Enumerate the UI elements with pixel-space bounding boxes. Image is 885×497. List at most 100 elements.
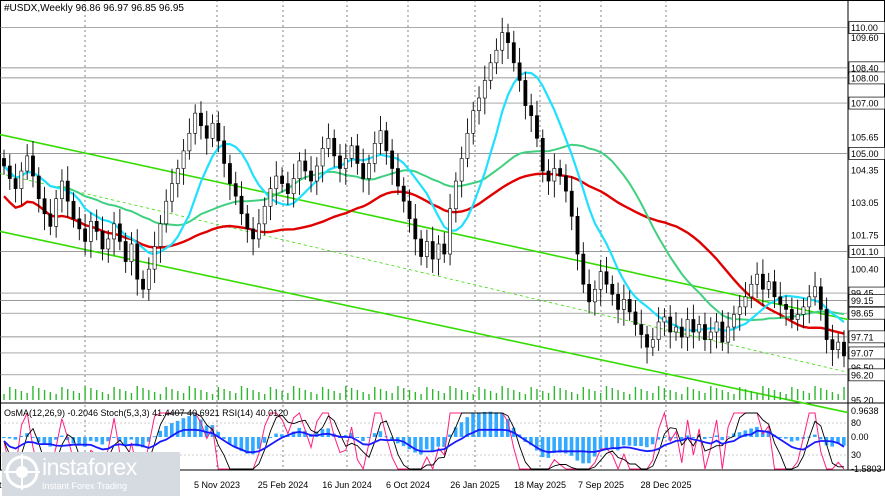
osma-bar: [175, 420, 180, 437]
price-bar: [714, 313, 719, 349]
price-bar: [314, 157, 319, 195]
bar-body: [7, 165, 12, 179]
price-level-label: 101.75: [851, 231, 879, 241]
price-bar: [31, 141, 35, 188]
price-level-label: 110.00: [848, 21, 885, 34]
price-bar: [795, 299, 800, 331]
time-tick-label: 6 Oct 2024: [386, 480, 430, 490]
chart-title: #USDX,Weekly 96.86 96.97 96.85 96.95: [4, 3, 184, 14]
bar-body: [25, 155, 30, 172]
osma-bar: [164, 426, 168, 437]
price-bar: [175, 159, 180, 198]
osma-bar: [59, 435, 64, 437]
price-label-box: [848, 147, 885, 160]
bar-body: [204, 125, 209, 139]
osma-bar: [117, 437, 122, 442]
price-bar: [25, 144, 30, 180]
osma-bar: [326, 428, 331, 437]
bar-body: [210, 122, 215, 139]
price-bar: [256, 209, 261, 248]
bar-body: [280, 175, 284, 184]
price-bar: [372, 131, 377, 173]
bar-body: [604, 271, 609, 285]
bar-body: [592, 288, 597, 303]
price-tick-label: 99.45: [851, 289, 874, 299]
price-bar: [141, 270, 145, 299]
time-tick-label: 26 Jan 2025: [450, 480, 500, 490]
osma-bar: [372, 433, 377, 437]
bar-body: [326, 138, 331, 149]
osma-bar: [123, 437, 128, 445]
bar-body: [494, 49, 499, 64]
price-bar: [401, 177, 406, 213]
osma-bar: [633, 437, 638, 446]
price-bar: [575, 207, 580, 271]
price-bar: [239, 181, 244, 226]
bar-body: [112, 223, 116, 240]
osma-bar: [25, 433, 29, 437]
price-bar: [146, 257, 151, 301]
price-bar: [581, 242, 586, 294]
price-bar: [48, 198, 53, 236]
price-bar: [477, 86, 481, 125]
price-bar: [274, 161, 279, 205]
bar-body: [488, 62, 493, 81]
osma-bar: [291, 431, 296, 437]
osma-bar: [170, 423, 174, 437]
price-tick-label: 98.65: [851, 309, 874, 319]
brand-name: instaforex: [42, 454, 137, 480]
osma-bar: [36, 437, 41, 443]
osma-bar: [378, 431, 383, 437]
osma-bar: [419, 437, 423, 455]
price-bar: [598, 259, 603, 306]
bar-body: [83, 228, 88, 242]
osma-bar: [604, 437, 609, 450]
price-bar: [760, 259, 765, 306]
price-bar: [645, 325, 649, 364]
bar-body: [621, 299, 626, 310]
price-bar: [708, 317, 713, 354]
bar-body: [100, 231, 105, 250]
osma-bar: [662, 437, 667, 438]
price-level-label: 105.65: [851, 133, 879, 143]
osma-bar: [54, 437, 58, 440]
bar-body: [170, 183, 174, 202]
price-bar: [355, 134, 360, 175]
bar-body: [320, 148, 325, 167]
price-bar: [88, 212, 93, 258]
bar-body: [303, 160, 308, 172]
price-bar: [332, 129, 337, 168]
price-level-label: 98.65: [848, 306, 885, 320]
time-tick-label: 5 Nov 2023: [194, 480, 240, 490]
price-bar: [187, 118, 192, 160]
osma-bar: [459, 422, 464, 437]
osma-bar: [506, 419, 510, 437]
osma-bar: [795, 437, 800, 441]
osma-bar: [569, 437, 574, 456]
time-tick-label: 28 Dec 2025: [640, 480, 691, 490]
osma-bar: [88, 437, 93, 441]
osma-bar: [540, 437, 545, 458]
price-bar: [204, 110, 209, 155]
price-bar: [19, 162, 24, 205]
price-level-label: 105.00: [848, 147, 885, 160]
price-level-label: 97.07: [848, 346, 885, 360]
price-level-label: 103.05: [851, 198, 879, 208]
bar-body: [842, 341, 846, 357]
osma-bar: [442, 437, 446, 447]
price-bar: [199, 101, 203, 140]
osma-bar: [187, 416, 191, 437]
osma-bar: [448, 434, 452, 437]
bar-body: [146, 268, 151, 290]
osma-bar: [268, 437, 273, 438]
osma-bar: [320, 429, 325, 437]
price-bar: [303, 149, 308, 180]
osma-bar: [83, 437, 87, 447]
osma-bar: [743, 430, 748, 437]
bar-body: [2, 158, 6, 167]
bar-body: [784, 304, 788, 310]
bar-body: [674, 326, 678, 333]
bar-body: [801, 306, 806, 315]
osma-bar: [390, 437, 394, 441]
